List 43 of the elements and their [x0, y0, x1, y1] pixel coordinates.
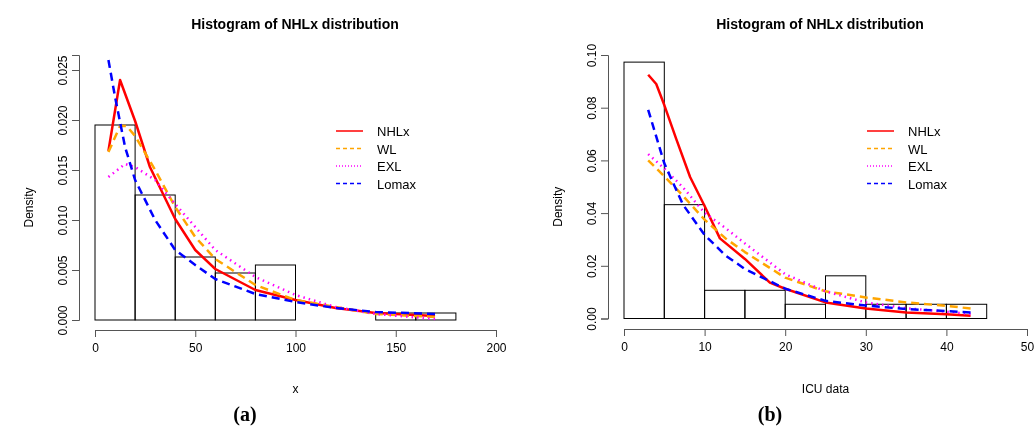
line-series — [107, 162, 437, 321]
y-tick-label: 0.010 — [56, 205, 70, 236]
x-tick-label: 10 — [698, 339, 713, 354]
text: (b) — [757, 403, 783, 426]
legend-label: NHLx — [908, 124, 942, 139]
x-axis-title: x — [292, 382, 299, 396]
legend-label: WL — [377, 141, 397, 157]
legend-label: WL — [908, 141, 928, 157]
x-tick-label: 200 — [486, 340, 507, 355]
y-tick-label: 0.020 — [56, 105, 70, 136]
x-tick-label: 150 — [386, 340, 407, 355]
legend-label: Lomax — [377, 176, 417, 192]
line-series — [107, 124, 437, 319]
y-tick-label: 0.02 — [585, 254, 599, 278]
y-tick-label: 0.005 — [56, 255, 70, 286]
legend-label: EXL — [908, 159, 933, 174]
y-tick-label: 0.04 — [585, 201, 599, 226]
text: (a) — [233, 403, 257, 426]
y-axis-title: Density — [551, 186, 565, 227]
y-tick-label: 0.00 — [585, 307, 599, 331]
x-tick-label: 20 — [779, 339, 793, 354]
x-tick-label: 40 — [940, 339, 954, 354]
y-axis-title: Density — [22, 187, 36, 228]
y-tick-label: 0.025 — [56, 55, 70, 86]
x-tick-label: 0 — [621, 339, 629, 354]
x-tick-label: 50 — [1020, 339, 1035, 354]
y-tick-label: 0.000 — [56, 305, 70, 336]
x-tick-label: 30 — [859, 339, 874, 354]
x-tick-label: 100 — [285, 340, 307, 355]
line-series — [646, 108, 972, 314]
chart-title: Histogram of NHLx distribution — [716, 16, 924, 32]
legend-label: EXL — [377, 159, 402, 174]
line-series — [646, 73, 972, 318]
legend-label: Lomax — [908, 176, 948, 192]
y-tick-label: 0.06 — [585, 148, 599, 173]
x-tick-label: 50 — [189, 340, 203, 355]
y-tick-label: 0.08 — [585, 96, 599, 120]
y-tick-label: 0.10 — [585, 43, 599, 68]
legend-label: NHLx — [377, 124, 411, 139]
y-tick-label: 0.015 — [56, 155, 70, 186]
chart-title: Histogram of NHLx distribution — [191, 16, 399, 32]
x-axis-title: ICU data — [801, 382, 850, 396]
x-tick-label: 0 — [92, 340, 100, 355]
